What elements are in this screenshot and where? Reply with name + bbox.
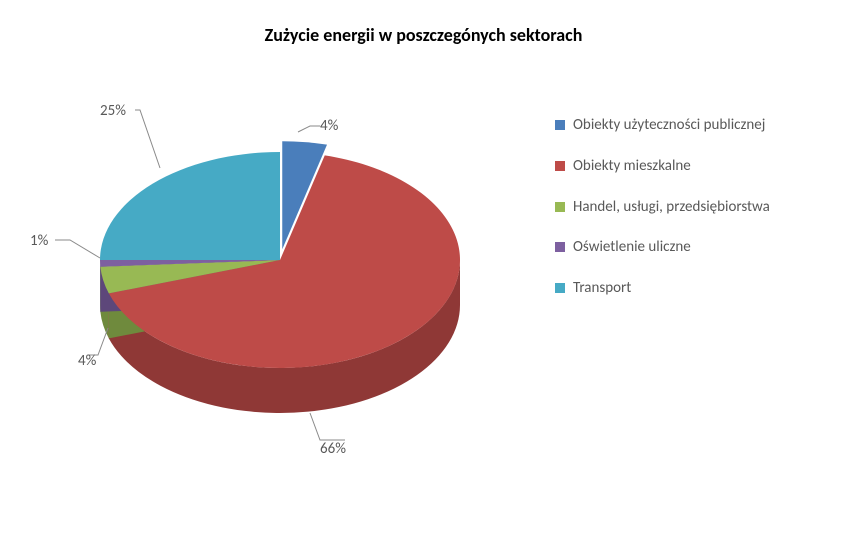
leader-line [310, 413, 345, 440]
legend-item: Obiekty użyteczności publicznej [555, 116, 825, 135]
data-label: 1% [30, 232, 48, 250]
legend-label: Obiekty użyteczności publicznej [573, 116, 765, 135]
legend-label: Transport [573, 279, 631, 298]
leader-line [298, 126, 320, 132]
legend: Obiekty użyteczności publicznej Obiekty m… [555, 116, 825, 320]
legend-swatch [555, 161, 565, 171]
data-label: 25% [100, 102, 126, 120]
pie-chart-container: Zużycie energii w poszczegónych sektorac… [0, 0, 847, 544]
legend-label: Obiekty mieszkalne [573, 157, 691, 176]
pie-slice [100, 152, 280, 260]
data-label: 66% [320, 440, 346, 458]
legend-swatch [555, 120, 565, 130]
legend-swatch [555, 242, 565, 252]
data-label: 4% [320, 117, 338, 135]
legend-item: Handel, usługi, przedsiębiorstwa [555, 198, 825, 217]
leader-line [135, 110, 160, 168]
legend-item: Transport [555, 279, 825, 298]
leader-line [55, 240, 100, 258]
legend-label: Handel, usługi, przedsiębiorstwa [573, 198, 770, 217]
legend-label: Oświetlenie uliczne [573, 238, 691, 257]
legend-item: Obiekty mieszkalne [555, 157, 825, 176]
legend-swatch [555, 202, 565, 212]
legend-item: Oświetlenie uliczne [555, 238, 825, 257]
leader-line [88, 328, 108, 355]
legend-swatch [555, 283, 565, 293]
data-label: 4% [78, 352, 96, 370]
